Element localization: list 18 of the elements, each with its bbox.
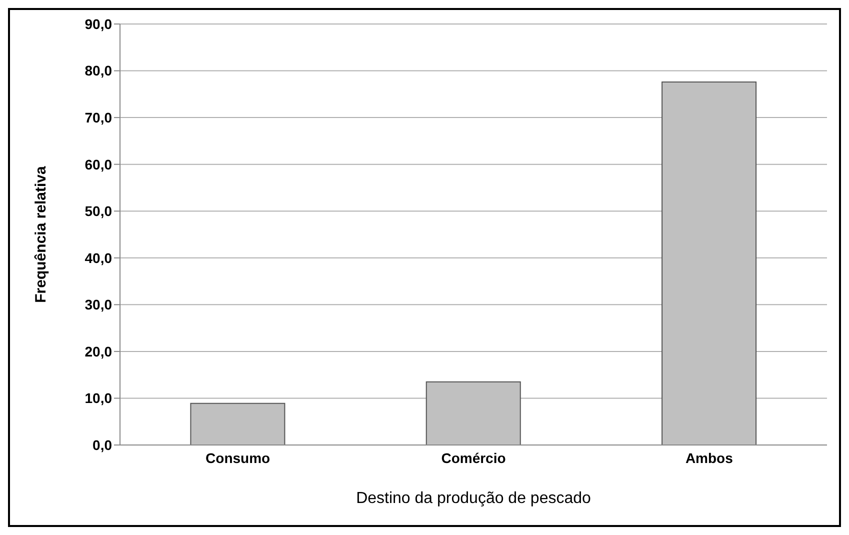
y-tick-label: 30,0 <box>84 296 112 313</box>
y-tick-label: 40,0 <box>84 250 112 266</box>
y-tick-label: 0,0 <box>92 436 112 453</box>
x-tick-label: Consumo <box>206 450 270 466</box>
y-tick-label: 10,0 <box>84 390 112 406</box>
y-tick-label: 80,0 <box>84 62 112 79</box>
x-tick-label: Ambos <box>685 450 734 466</box>
y-tick-label: 20,0 <box>84 343 112 360</box>
y-tick-label: 90,0 <box>84 16 112 32</box>
x-axis-title: Destino da produção de pescado <box>356 490 592 507</box>
bar <box>190 402 286 445</box>
y-tick-label: 50,0 <box>84 203 112 220</box>
bar <box>426 381 521 445</box>
y-axis-title: Frequência relativa <box>32 165 50 303</box>
y-tick-label: 70,0 <box>84 110 112 126</box>
y-tick-label: 60,0 <box>84 156 112 172</box>
bar <box>662 82 757 445</box>
x-tick-label: Comércio <box>441 450 506 466</box>
